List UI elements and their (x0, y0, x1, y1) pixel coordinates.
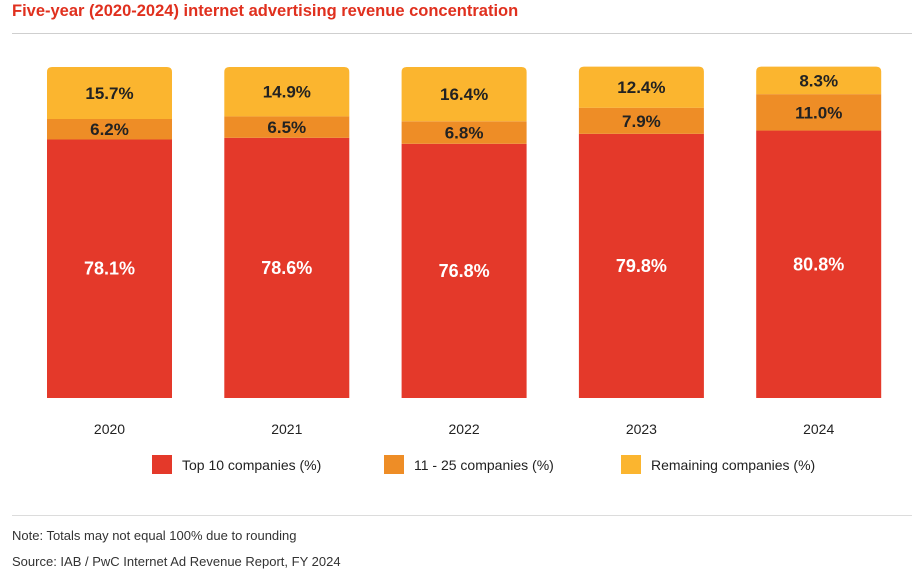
x-tick-label-2024: 2024 (803, 421, 834, 437)
legend-label-top-10: Top 10 companies (%) (182, 456, 322, 473)
bar-2023-series-1 (578, 133, 704, 398)
data-label-2024-series-1: 80.8% (793, 254, 844, 274)
data-label-2023-series-1: 79.8% (616, 256, 667, 276)
x-tick-label-2022: 2022 (449, 421, 480, 437)
data-label-2022-series-2: 6.8% (445, 124, 484, 143)
bar-2020-series-3 (47, 67, 172, 119)
bar-2022-series-1 (401, 143, 527, 398)
legend-swatch-11-25 (384, 455, 404, 474)
data-label-2021-series-1: 78.6% (261, 258, 312, 278)
bar-2023-series-2 (578, 107, 704, 134)
bar-2021-series-3 (224, 67, 350, 117)
data-label-2020-series-1: 78.1% (84, 259, 135, 279)
x-tick-label-2020: 2020 (94, 421, 125, 437)
x-tick-label-2021: 2021 (271, 421, 302, 437)
chart-title: Five-year (2020-2024) internet advertisi… (12, 2, 519, 20)
data-label-2022-series-3: 16.4% (440, 85, 488, 104)
bar-2021-series-1 (224, 137, 350, 399)
x-tick-label-2023: 2023 (626, 421, 657, 437)
footer-divider (12, 515, 912, 516)
data-label-2020-series-2: 6.2% (90, 120, 129, 139)
data-label-2023-series-3: 12.4% (617, 78, 665, 97)
bar-2020-series-1 (47, 139, 172, 398)
data-label-2024-series-2: 11.0% (795, 103, 842, 122)
legend-swatch-top-10 (152, 455, 172, 474)
bar-2024-series-1 (756, 130, 882, 398)
chart-legend: Top 10 companies (%) 11 - 25 companies (… (0, 455, 918, 475)
data-label-2021-series-2: 6.5% (267, 118, 306, 137)
footnote-note: Note: Totals may not equal 100% due to r… (12, 528, 297, 543)
bar-2023-series-3 (578, 66, 704, 108)
data-label-2023-series-2: 7.9% (622, 112, 661, 131)
title-divider (12, 33, 912, 34)
legend-swatch-remaining (621, 455, 641, 474)
legend-item-remaining: Remaining companies (%) (621, 455, 815, 474)
legend-item-top-10: Top 10 companies (%) (152, 455, 321, 474)
legend-label-remaining: Remaining companies (%) (651, 456, 816, 473)
bar-2022-series-3 (401, 67, 527, 122)
data-label-2022-series-1: 76.8% (439, 261, 490, 281)
bar-2020-series-2 (47, 118, 172, 140)
legend-label-11-25: 11 - 25 companies (%) (414, 456, 554, 473)
bar-2021-series-2 (224, 116, 350, 138)
bar-2024-series-3 (756, 66, 882, 95)
legend-item-11-25: 11 - 25 companies (%) (384, 455, 554, 474)
footnote-source: Source: IAB / PwC Internet Ad Revenue Re… (12, 554, 341, 569)
bar-2022-series-2 (401, 121, 527, 144)
data-label-2021-series-3: 14.9% (263, 83, 311, 102)
bar-2024-series-2 (756, 94, 882, 131)
data-label-2020-series-3: 15.7% (85, 84, 133, 103)
data-label-2024-series-3: 8.3% (799, 71, 838, 90)
